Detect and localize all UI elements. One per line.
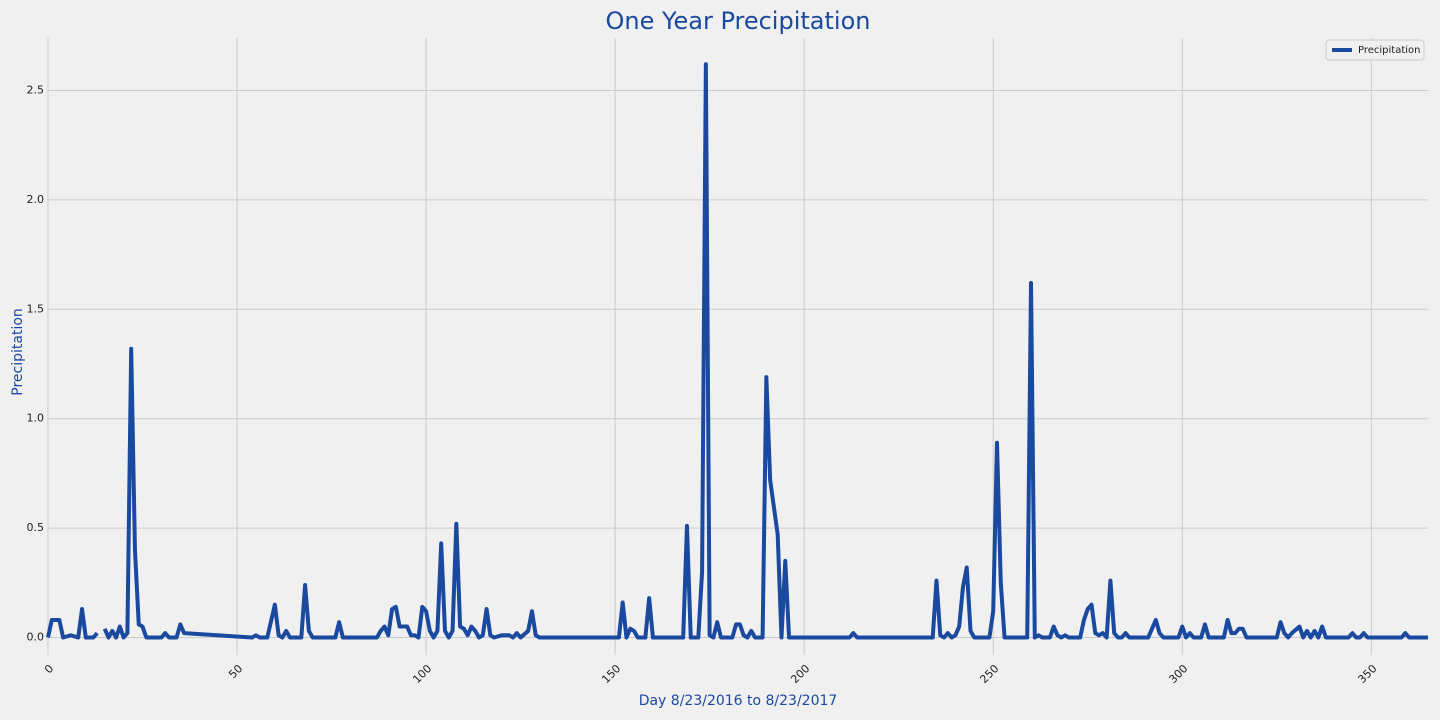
legend: Precipitation bbox=[1325, 39, 1425, 61]
y-tick-label: 1.5 bbox=[27, 302, 45, 315]
y-tick-label: 0.0 bbox=[27, 630, 45, 643]
data-line bbox=[102, 62, 1428, 640]
y-tick-label: 0.5 bbox=[27, 521, 45, 534]
chart-title: One Year Precipitation bbox=[606, 7, 871, 35]
legend-label: Precipitation bbox=[1358, 45, 1421, 56]
y-axis-label: Precipitation bbox=[10, 308, 26, 396]
data-line bbox=[46, 607, 99, 640]
y-tick-label: 2.5 bbox=[27, 84, 45, 97]
plot bbox=[46, 62, 1428, 640]
y-tick-label: 1.0 bbox=[27, 412, 45, 425]
y-tick-label: 2.0 bbox=[27, 193, 45, 206]
grid: 0.00.51.01.52.02.50 50 100 150 200 250 300 350 bbox=[27, 38, 1428, 686]
x-axis-label: Day 8/23/2016 to 8/23/2017 bbox=[639, 693, 838, 709]
legend-box bbox=[1325, 39, 1425, 61]
